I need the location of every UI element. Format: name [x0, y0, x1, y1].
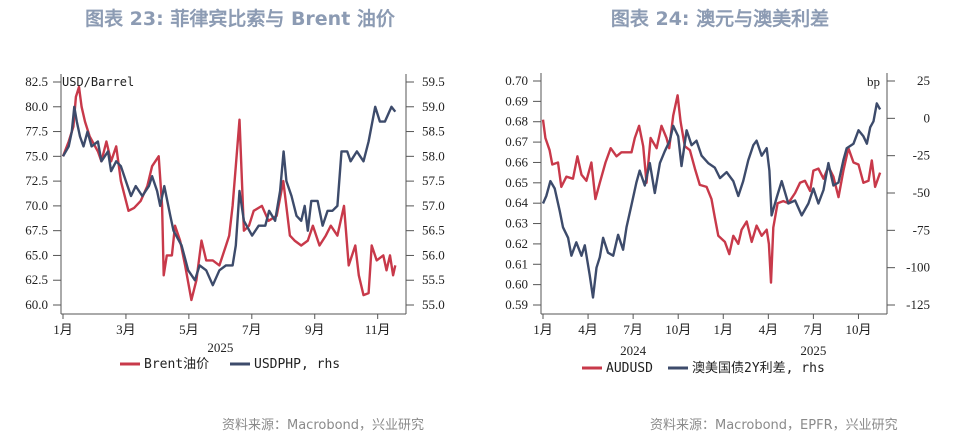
chart-0: 82.5 80.0 77.5 75.0 72.5 70.0 67.5 65.0 62.5 60.0…	[25, 74, 445, 372]
source-note-left: 资料来源：Macrobond，兴业研究	[222, 418, 425, 433]
legend-label: USDPHP, rhs	[254, 357, 340, 372]
x-tick-label: 1月	[533, 322, 553, 337]
left-tick-label: 67.5	[25, 223, 48, 238]
x-tick-label: 1月	[53, 322, 73, 337]
left-tick-label: 0.62	[505, 236, 528, 251]
left-tick-label: 82.5	[25, 74, 48, 89]
x-tick-label: 7月	[242, 322, 262, 337]
left-tick-label: 65.0	[25, 247, 48, 262]
x-tick-label: 9月	[305, 322, 325, 337]
x-tick-label: 1月	[714, 322, 734, 337]
left-tick-label: 70.0	[25, 198, 48, 213]
right-tick-label: 56.0	[422, 247, 445, 262]
right-tick-label: 55.0	[422, 297, 445, 312]
x-tick-label: 7月	[804, 322, 824, 337]
x-tick-label: 11月	[365, 322, 391, 337]
left-tick-label: 0.66	[505, 154, 528, 169]
left-tick-label: 0.59	[505, 297, 528, 312]
left-tick-label: 0.64	[505, 195, 528, 210]
legend-label: AUDUSD	[606, 361, 653, 376]
left-tick-label: 80.0	[25, 99, 48, 114]
legend-label: Brent油价	[144, 357, 209, 372]
right-tick-label: -50	[913, 185, 930, 200]
left-tick-label: 72.5	[25, 173, 48, 188]
left-tick-label: 0.63	[505, 216, 528, 231]
right-tick-label: -75	[913, 222, 930, 237]
left-unit-label: USD/Barrel	[62, 75, 134, 89]
x-tick-label: 3月	[116, 322, 136, 337]
x-tick-label: 4月	[759, 322, 779, 337]
right-unit-label: bp	[867, 74, 880, 89]
right-tick-label: -125	[906, 297, 930, 312]
right-tick-label: 57.0	[422, 198, 445, 213]
left-tick-label: 77.5	[25, 124, 48, 139]
year-label: 2025	[207, 340, 233, 355]
right-tick-label: 59.5	[422, 74, 445, 89]
left-tick-label: 0.67	[505, 134, 528, 149]
right-tick-label: 58.5	[422, 124, 445, 139]
source-note-right: 资料来源：Macrobond，EPFR，兴业研究	[650, 418, 898, 433]
x-tick-label: 5月	[179, 322, 199, 337]
left-tick-label: 0.61	[505, 256, 528, 271]
left-tick-label: 62.5	[25, 272, 48, 287]
right-tick-label: 58.0	[422, 148, 445, 163]
series-line-right	[61, 105, 397, 287]
left-tick-label: 0.69	[505, 93, 528, 108]
series-line-left	[541, 94, 882, 284]
x-tick-label: 10月	[665, 322, 691, 337]
x-tick-label: 10月	[845, 322, 871, 337]
chart-title-php-brent: 图表 23: 菲律宾比索与 Brent 油价	[85, 8, 395, 30]
series-line-left	[61, 85, 397, 302]
chart-title-aud-spread: 图表 24: 澳元与澳美利差	[610, 8, 830, 30]
left-tick-label: 0.60	[505, 277, 528, 292]
year-label: 2024	[620, 343, 647, 358]
right-tick-label: -100	[906, 260, 930, 275]
right-tick-label: 56.5	[422, 223, 445, 238]
left-tick-label: 0.68	[505, 114, 528, 129]
left-tick-label: 60.0	[25, 297, 48, 312]
left-tick-label: 0.70	[505, 73, 528, 88]
left-tick-label: 75.0	[25, 148, 48, 163]
right-tick-label: 57.5	[422, 173, 445, 188]
right-tick-label: 55.5	[422, 272, 445, 287]
right-tick-label: -25	[913, 148, 930, 163]
right-tick-label: 0	[924, 110, 931, 125]
right-tick-label: 59.0	[422, 99, 445, 114]
year-label: 2025	[800, 343, 826, 358]
left-tick-label: 0.65	[505, 175, 528, 190]
chart-1: 0.70 0.69 0.68 0.67 0.66 0.65 0.64 0.63 0.62 0.61…	[505, 73, 930, 376]
x-tick-label: 7月	[623, 322, 643, 337]
series-line-right	[541, 102, 882, 299]
legend-label: 澳美国债2Y利差, rhs	[692, 360, 825, 376]
x-tick-label: 4月	[578, 322, 598, 337]
right-tick-label: 25	[917, 73, 930, 88]
